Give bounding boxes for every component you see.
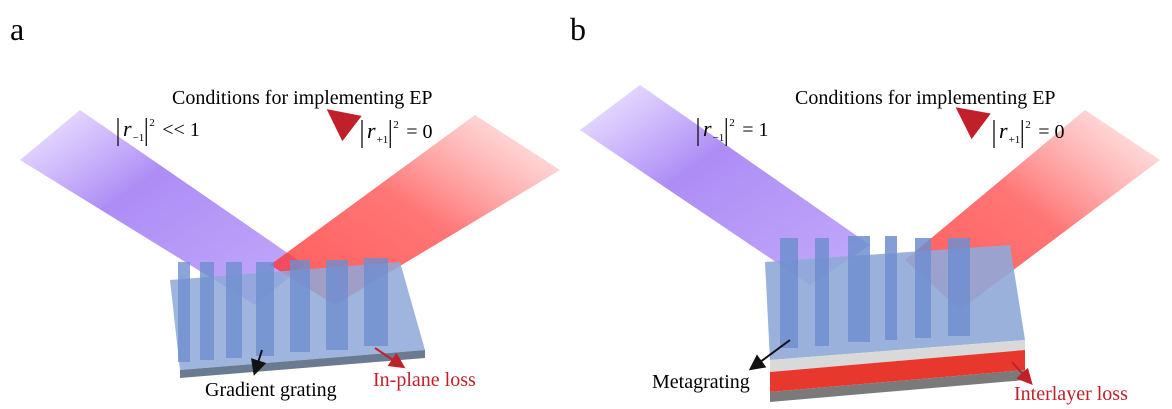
formula-subscript: −1 (133, 132, 145, 144)
formula-symbol: r (703, 116, 712, 141)
formula: r−1 2 << 1 (118, 116, 200, 146)
panel-label: a (10, 11, 24, 47)
formula-symbol: r (999, 118, 1008, 143)
panel-label: b (570, 11, 586, 47)
formula-relation: << 1 (162, 119, 200, 141)
formula: r+1 2 = 0 (362, 118, 433, 148)
formula-superscript: 2 (149, 117, 155, 129)
grating-label: Gradient grating (205, 379, 337, 401)
formula-subscript: +1 (377, 134, 389, 146)
panel-b: b Conditions for implementing EP Metagra… (570, 11, 1160, 405)
formula-superscript: 2 (729, 117, 735, 129)
formula-superscript: 2 (1025, 119, 1031, 131)
formula-symbol: r (123, 116, 132, 141)
formula-symbol: r (367, 118, 376, 143)
figure: a Conditions for implementing EP Gradien… (0, 0, 1172, 409)
formula-subscript: −1 (713, 132, 725, 144)
loss-label: In-plane loss (373, 369, 476, 391)
formula-relation: = 1 (742, 119, 768, 141)
panel-a: a Conditions for implementing EP Gradien… (10, 11, 560, 401)
panel-title: Conditions for implementing EP (172, 87, 433, 109)
formula-relation: = 0 (1038, 121, 1064, 143)
panel-title: Conditions for implementing EP (795, 87, 1056, 109)
arrow (333, 114, 350, 127)
grating-label: Metagrating (652, 371, 750, 393)
arrow (962, 112, 978, 124)
formula-relation: = 0 (406, 121, 432, 143)
formula-superscript: 2 (393, 119, 399, 131)
formula-subscript: +1 (1009, 134, 1021, 146)
loss-label: Interlayer loss (1014, 383, 1128, 405)
